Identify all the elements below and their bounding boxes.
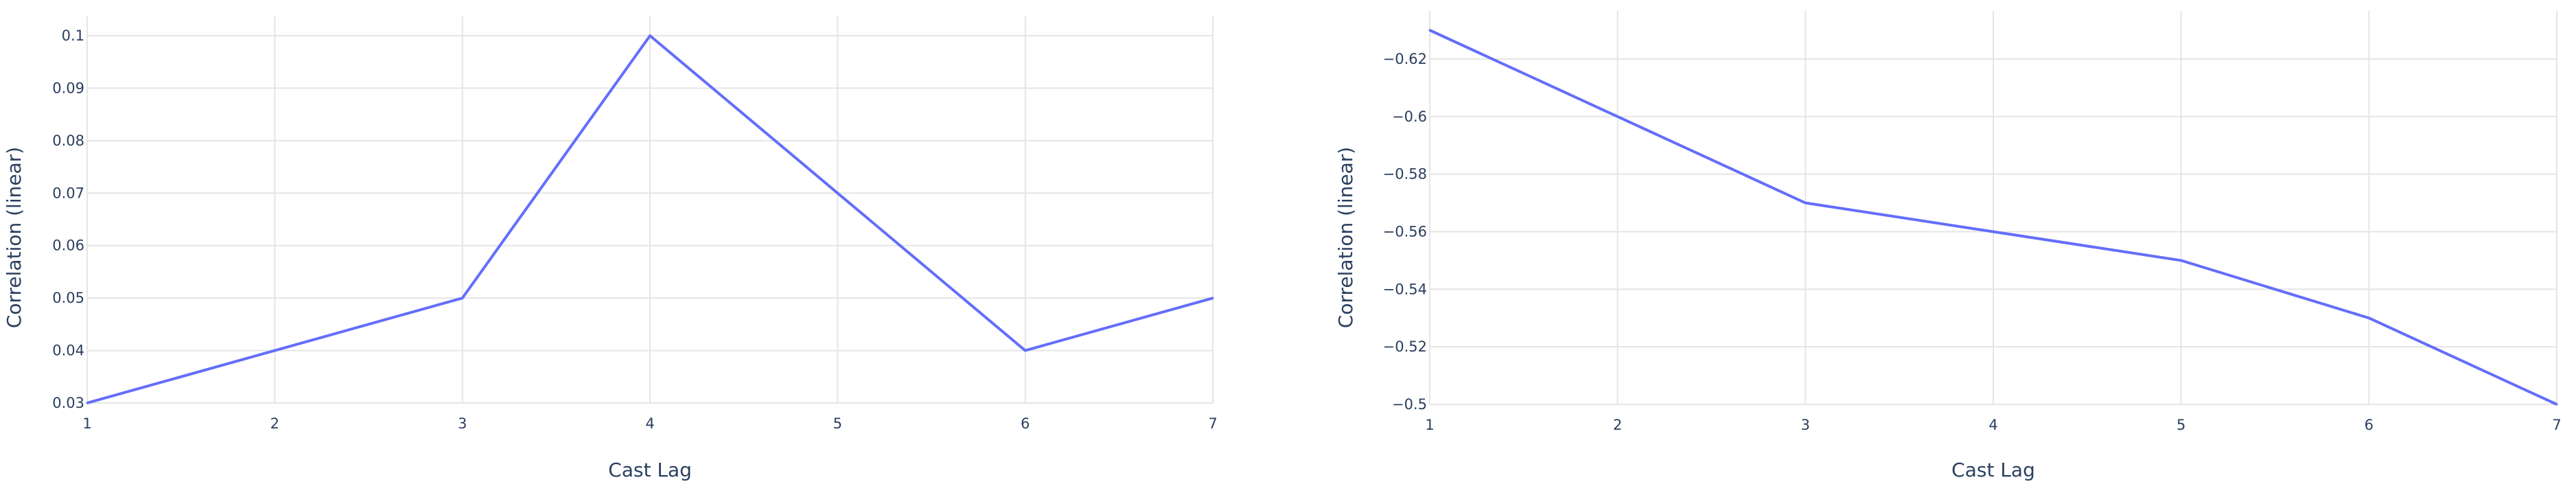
chart-right-y-axis-title: Correlation (linear): [1334, 147, 1357, 328]
chart-left-x-tick-label: 1: [82, 415, 91, 432]
chart-left-data-point: [86, 402, 89, 404]
chart-right-y-tick-label: −0.62: [1383, 51, 1427, 67]
chart-left-data-point: [836, 192, 839, 194]
chart-left-data-point: [649, 34, 651, 37]
chart-right-y-tick-label: −0.54: [1383, 281, 1427, 297]
chart-right-data-point: [1992, 230, 1995, 233]
chart-left-x-tick-label: 7: [1208, 415, 1217, 432]
chart-right-data-point: [2555, 403, 2558, 406]
chart-right-y-tick-label: −0.6: [1392, 108, 1427, 125]
chart-right-y-tick-label: −0.5: [1392, 396, 1427, 413]
chart-left-data-point: [1211, 297, 1214, 299]
chart-left-x-tick-label: 5: [833, 415, 842, 432]
chart-right-x-tick-label: 4: [1988, 417, 1997, 433]
chart-left-y-tick-label: 0.08: [52, 133, 84, 149]
chart-left: Cast Lag Correlation (linear) 1 2 3 4 5 6 7 0.0…: [3, 16, 1218, 481]
chart-left-data-point: [461, 297, 464, 299]
chart-right-x-tick-label: 1: [1425, 417, 1434, 433]
chart-left-x-tick-label: 6: [1021, 415, 1030, 432]
chart-right-x-tick-label: 6: [2365, 417, 2374, 433]
chart-left-data-point: [1024, 349, 1027, 352]
chart-left-y-tick-label: 0.03: [52, 395, 84, 411]
chart-right-y-tick-label: −0.52: [1383, 338, 1427, 355]
chart-right-x-tick-label: 2: [1613, 417, 1622, 433]
chart-right-x-tick-label: 5: [2177, 417, 2185, 433]
chart-right-gridlines: [1429, 11, 2557, 405]
chart-left-gridlines: [86, 16, 1214, 404]
chart-right-data-point: [2367, 316, 2370, 319]
chart-right-x-tick-label: 3: [1801, 417, 1810, 433]
chart-right-x-axis-title: Cast Lag: [1951, 459, 2035, 481]
chart-right-data-point: [1616, 115, 1619, 118]
chart-left-data-point: [273, 349, 276, 352]
chart-left-x-tick-label: 3: [458, 415, 467, 432]
chart-right-y-tick-label: −0.58: [1383, 166, 1427, 183]
chart-left-y-tick-label: 0.06: [52, 238, 84, 254]
chart-right-data-point: [2180, 259, 2183, 262]
chart-right-data-point: [1428, 29, 1431, 32]
chart-right-data-point: [1804, 202, 1807, 205]
chart-left-y-axis-title: Correlation (linear): [3, 147, 25, 328]
chart-right: Cast Lag Correlation (linear) 1 2 3 4 5 6 7 −0.…: [1334, 11, 2562, 481]
chart-left-x-tick-label: 4: [645, 415, 654, 432]
chart-left-x-tick-label: 2: [270, 415, 279, 432]
chart-left-y-tick-label: 0.07: [52, 185, 84, 201]
chart-right-x-tick-label: 7: [2552, 417, 2561, 433]
chart-right-y-tick-label: −0.56: [1383, 223, 1427, 240]
chart-left-y-tick-label: 0.04: [52, 343, 84, 359]
chart-left-x-axis-title: Cast Lag: [608, 459, 692, 481]
chart-left-y-tick-label: 0.09: [52, 80, 84, 96]
chart-left-y-tick-label: 0.05: [52, 290, 84, 306]
chart-left-y-tick-label: 0.1: [62, 27, 84, 44]
